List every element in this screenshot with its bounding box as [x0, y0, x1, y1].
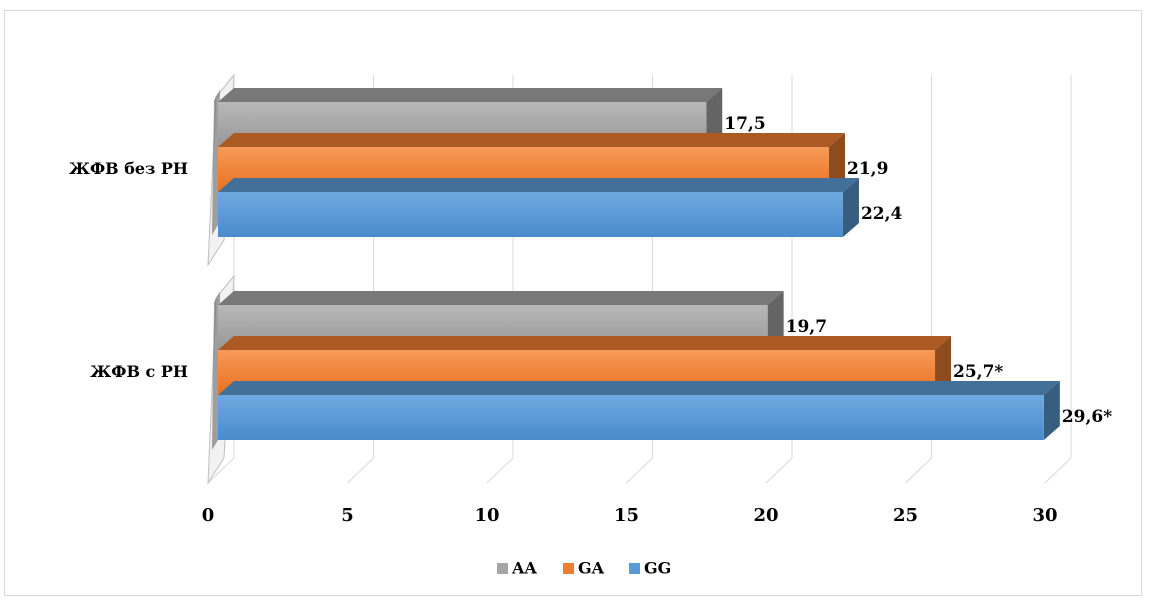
bar-front-face	[218, 192, 843, 237]
data-label: 19,7	[786, 317, 827, 337]
x-tick-label: 15	[614, 505, 639, 526]
x-tick-label: 0	[202, 505, 215, 526]
bar-end-face	[1043, 381, 1060, 440]
x-tick-label: 30	[1032, 505, 1057, 526]
bar-top-face	[218, 133, 846, 147]
data-label: 22,4	[861, 204, 903, 224]
legend-item-GG: GG	[629, 559, 671, 578]
bar-end-face	[842, 178, 859, 237]
legend: AA GA GG	[497, 559, 671, 578]
legend-label: AA	[511, 559, 537, 578]
bars	[218, 88, 1060, 440]
data-label: 21,9	[847, 159, 888, 179]
x-tick-label: 10	[474, 505, 499, 526]
category-axis: ЖФВ без РН ЖФВ с РН	[69, 159, 188, 381]
bar-front-face	[218, 395, 1044, 440]
bar-top-face	[218, 336, 952, 350]
bar-end-face	[706, 88, 723, 147]
legend-item-AA: AA	[497, 559, 537, 578]
legend-label: GA	[578, 559, 605, 578]
legend-swatch	[497, 563, 508, 574]
bar-GG-1	[218, 381, 1060, 440]
gridline	[1044, 75, 1072, 484]
x-tick-label: 25	[893, 505, 918, 526]
value-axis: 0 5 10 15 20 25 30	[202, 505, 1058, 526]
bar-top-face	[218, 178, 859, 192]
category-label: ЖФВ без РН	[69, 159, 188, 178]
bar-top-face	[218, 88, 723, 102]
bar-top-face	[218, 291, 784, 305]
legend-swatch	[563, 563, 574, 574]
bar-end-face	[935, 336, 952, 395]
bar-end-face	[767, 291, 784, 350]
legend-label: GG	[644, 559, 671, 578]
data-labels: 17,5 21,9 22,4 19,7 25,7* 29,6*	[724, 114, 1112, 427]
bar-end-face	[829, 133, 846, 192]
data-label: 25,7*	[953, 362, 1003, 382]
bar-top-face	[218, 381, 1060, 395]
x-tick-label: 20	[753, 505, 778, 526]
legend-item-GA: GA	[563, 559, 605, 578]
data-label: 29,6*	[1062, 407, 1112, 427]
category-label: ЖФВ с РН	[90, 362, 188, 381]
bar-GG-0	[218, 178, 859, 237]
x-tick-label: 5	[341, 505, 354, 526]
legend-swatch	[629, 563, 640, 574]
data-label: 17,5	[724, 114, 765, 134]
